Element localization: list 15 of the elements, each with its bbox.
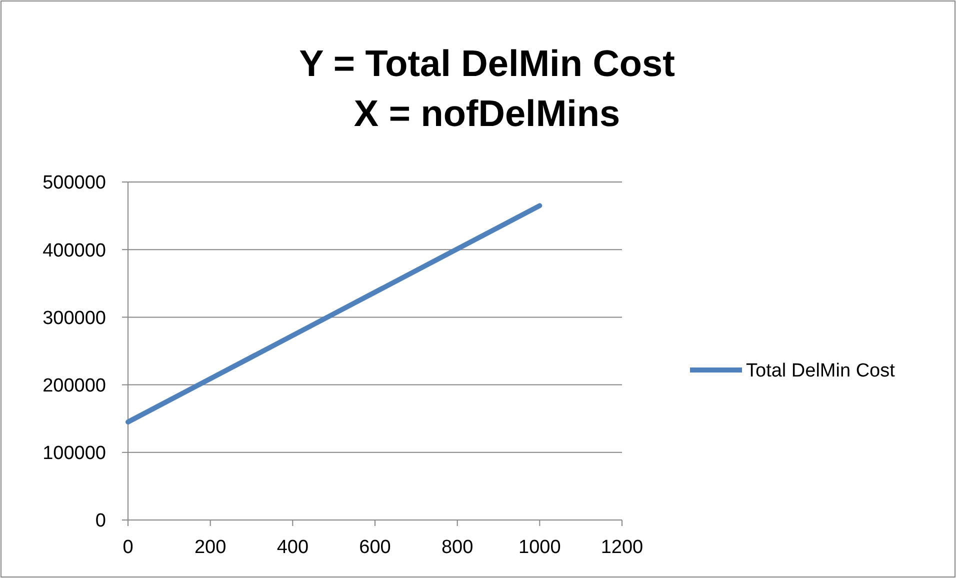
x-tick-label: 200 [194,537,226,558]
y-tick-label: 300000 [42,308,106,329]
y-tick-label: 500000 [42,172,106,194]
y-tick-label: 200000 [42,375,106,396]
legend-label: Total DelMin Cost [746,360,896,382]
y-tick-label: 0 [95,510,106,532]
x-tick-label: 600 [359,537,391,558]
x-tick-label: 400 [276,537,309,558]
y-tick-label: 400000 [42,240,106,262]
x-tick-label: 800 [441,537,474,558]
x-tick-label: 1200 [600,537,644,558]
x-tick-label: 0 [122,537,134,558]
y-tick-label: 100000 [42,443,106,464]
chart-title: Y = Total DelMin Cost X = nofDelMins [299,43,675,134]
x-tick-label: 1000 [518,537,561,558]
